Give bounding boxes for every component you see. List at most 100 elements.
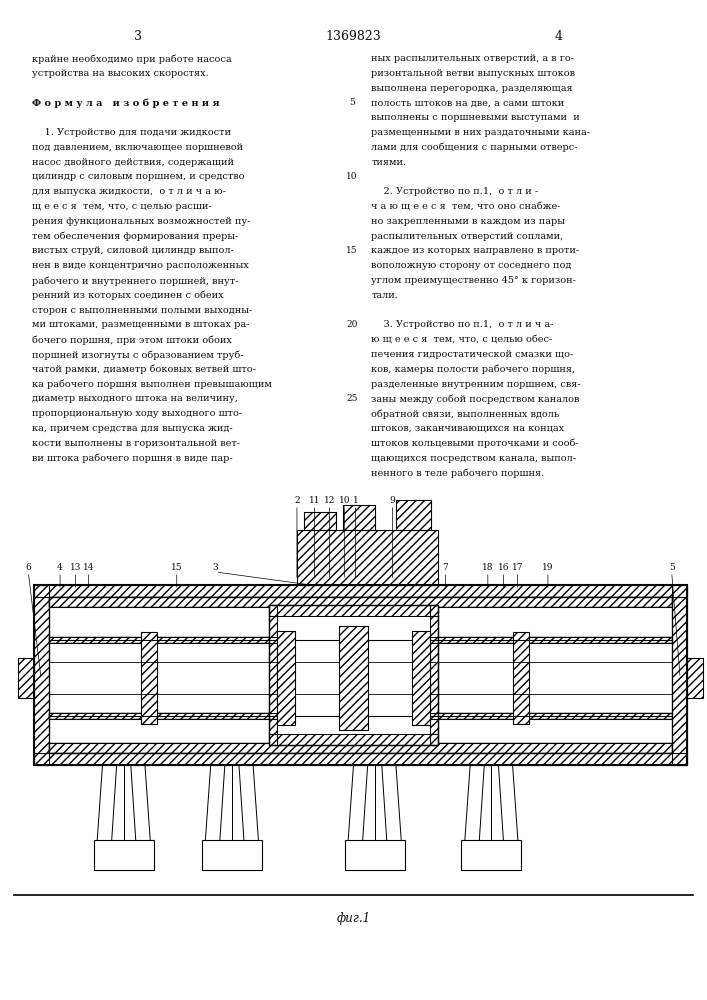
Text: 12: 12 — [324, 496, 335, 505]
Bar — [345, 840, 404, 870]
Bar — [34, 585, 687, 765]
Text: выполнена перегородка, разделяющая: выполнена перегородка, разделяющая — [371, 84, 573, 93]
Text: 10: 10 — [339, 496, 350, 505]
Text: ви штока рабочего поршня в виде пар-: ви штока рабочего поршня в виде пар- — [32, 454, 233, 463]
Text: щ е е с я  тем, что, с целью расши-: щ е е с я тем, что, с целью расши- — [32, 202, 211, 211]
Text: разделенные внутренним поршнем, свя-: разделенные внутренним поршнем, свя- — [371, 380, 580, 389]
Text: 14: 14 — [83, 563, 94, 572]
Text: ризонтальной ветви выпускных штоков: ризонтальной ветви выпускных штоков — [371, 69, 575, 78]
Bar — [339, 626, 368, 730]
Text: штоков кольцевыми проточками и сооб-: штоков кольцевыми проточками и сооб- — [371, 439, 579, 448]
Bar — [513, 632, 529, 724]
Bar — [277, 631, 295, 725]
Text: 4: 4 — [57, 563, 63, 572]
Bar — [34, 585, 687, 597]
Bar — [49, 743, 672, 753]
Text: поршней изогнуты с образованием труб-: поршней изогнуты с образованием труб- — [32, 350, 243, 360]
Text: 3: 3 — [213, 563, 218, 572]
Bar — [343, 505, 375, 530]
Text: выполнены с поршневыми выступами  и: выполнены с поршневыми выступами и — [371, 113, 580, 122]
Text: печения гидростатической смазки що-: печения гидростатической смазки що- — [371, 350, 573, 359]
Text: лами для сообщения с парными отверс-: лами для сообщения с парными отверс- — [371, 143, 578, 152]
Text: рения функциональных возможностей пу-: рения функциональных возможностей пу- — [32, 217, 250, 226]
Text: для выпуска жидкости,  о т л и ч а ю-: для выпуска жидкости, о т л и ч а ю- — [32, 187, 226, 196]
Text: ных распылительных отверстий, а в го-: ных распылительных отверстий, а в го- — [371, 54, 574, 63]
Text: 3: 3 — [134, 30, 142, 43]
Text: ренний из которых соединен с обеих: ренний из которых соединен с обеих — [32, 291, 223, 300]
Text: углом преимущественно 45° к горизон-: углом преимущественно 45° к горизон- — [371, 276, 576, 285]
Bar — [269, 605, 438, 745]
Bar — [277, 616, 430, 734]
Text: штоков, заканчивающихся на концах: штоков, заканчивающихся на концах — [371, 424, 564, 433]
Text: 1: 1 — [353, 496, 358, 505]
Text: 7: 7 — [443, 563, 448, 572]
Text: обратной связи, выполненных вдоль: обратной связи, выполненных вдоль — [371, 409, 559, 419]
Text: 2: 2 — [294, 496, 300, 505]
Bar — [49, 597, 672, 607]
Text: вистых струй, силовой цилиндр выпол-: вистых струй, силовой цилиндр выпол- — [32, 246, 233, 255]
Text: щающихся посредством канала, выпол-: щающихся посредством канала, выпол- — [371, 454, 576, 463]
Text: полость штоков на две, а сами штоки: полость штоков на две, а сами штоки — [371, 98, 564, 107]
Bar — [49, 597, 672, 753]
Text: 1. Устройство для подачи жидкости: 1. Устройство для подачи жидкости — [32, 128, 230, 137]
Bar — [269, 605, 277, 745]
Text: 15: 15 — [346, 246, 358, 255]
Text: Ф о р м у л а   и з о б р е т е н и я: Ф о р м у л а и з о б р е т е н и я — [32, 98, 219, 108]
Text: бочего поршня, при этом штоки обоих: бочего поршня, при этом штоки обоих — [32, 335, 232, 345]
Text: 17: 17 — [512, 563, 523, 572]
Bar — [339, 626, 368, 730]
Bar — [34, 753, 687, 765]
Text: тем обеспечения формирования преры-: тем обеспечения формирования преры- — [32, 232, 238, 241]
Text: 25: 25 — [346, 394, 358, 403]
Text: кости выполнены в горизонтальной вет-: кости выполнены в горизонтальной вет- — [32, 439, 240, 448]
Bar — [304, 512, 336, 530]
Text: крайне необходимо при работе насоса: крайне необходимо при работе насоса — [32, 54, 231, 64]
Text: тали.: тали. — [371, 291, 398, 300]
Bar — [396, 500, 431, 530]
Bar — [269, 605, 277, 745]
Bar — [49, 743, 672, 753]
Bar — [343, 505, 375, 530]
Text: ю щ е е с я  тем, что, с целью обес-: ю щ е е с я тем, что, с целью обес- — [371, 335, 552, 344]
Bar — [141, 632, 157, 724]
Text: под давлением, включающее поршневой: под давлением, включающее поршневой — [32, 143, 243, 152]
Text: 11: 11 — [309, 496, 320, 505]
Bar — [513, 632, 529, 724]
Bar — [297, 530, 438, 585]
Text: 15: 15 — [171, 563, 182, 572]
Text: 10: 10 — [346, 172, 358, 181]
Text: нен в виде концентрично расположенных: нен в виде концентрично расположенных — [32, 261, 249, 270]
Text: рабочего и внутреннего поршней, внут-: рабочего и внутреннего поршней, внут- — [32, 276, 238, 286]
Bar — [49, 637, 672, 643]
Text: насос двойного действия, содержащий: насос двойного действия, содержащий — [32, 158, 234, 167]
Text: 20: 20 — [346, 320, 358, 329]
Bar — [34, 585, 49, 765]
Text: 9: 9 — [390, 496, 395, 505]
Text: 2. Устройство по п.1,  о т л и -: 2. Устройство по п.1, о т л и - — [371, 187, 538, 196]
Text: сторон с выполненными полыми выходны-: сторон с выполненными полыми выходны- — [32, 306, 252, 315]
Text: воположную сторону от соседнего под: воположную сторону от соседнего под — [371, 261, 571, 270]
Bar — [430, 605, 438, 745]
Text: ми штоками, размещенными в штоках ра-: ми штоками, размещенными в штоках ра- — [32, 320, 249, 329]
Bar — [430, 605, 438, 745]
Text: 18: 18 — [482, 563, 493, 572]
Bar — [49, 713, 672, 719]
Bar — [93, 840, 153, 870]
Bar — [34, 585, 49, 765]
Bar — [687, 658, 703, 698]
Text: 4: 4 — [554, 30, 563, 43]
Bar — [18, 658, 34, 698]
Text: каждое из которых направлено в проти-: каждое из которых направлено в проти- — [371, 246, 579, 255]
Bar — [672, 585, 687, 765]
Bar — [141, 632, 157, 724]
Bar — [49, 713, 672, 719]
Text: ка рабочего поршня выполнен превышающим: ка рабочего поршня выполнен превышающим — [32, 380, 271, 389]
Text: устройства на высоких скоростях.: устройства на высоких скоростях. — [32, 69, 209, 78]
Text: но закрепленными в каждом из пары: но закрепленными в каждом из пары — [371, 217, 565, 226]
Bar — [49, 637, 672, 643]
Bar — [461, 840, 521, 870]
Text: ков, камеры полости рабочего поршня,: ков, камеры полости рабочего поршня, — [371, 365, 575, 374]
Text: заны между собой посредством каналов: заны между собой посредством каналов — [371, 394, 580, 404]
Bar — [297, 530, 438, 585]
Text: 19: 19 — [542, 563, 554, 572]
